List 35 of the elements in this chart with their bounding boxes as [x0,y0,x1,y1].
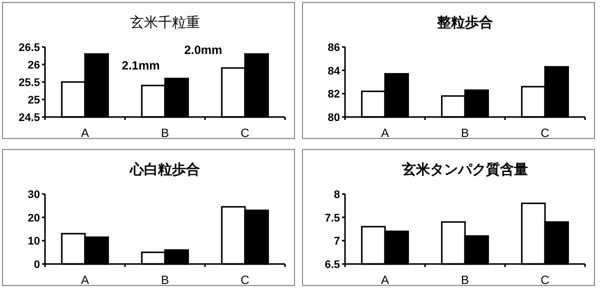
y-tick-label: 84 [328,65,341,78]
x-tick-label: B [160,273,170,287]
x-tick-label: C [240,126,250,140]
x-tick-label: B [460,126,470,140]
y-tick-label: 6.5 [324,259,340,271]
y-tick-label: 8 [334,189,340,201]
x-tick-label: B [160,126,170,140]
chart-title: 整粒歩合 [436,14,493,30]
y-tick-label: 82 [328,88,340,101]
y-tick-label: 0 [34,259,40,271]
y-tick-label: 10 [28,236,40,248]
chart-title: 玄米タンパク質含量 [401,161,528,177]
y-tick-label: 20 [28,212,40,224]
x-tick-label: A [80,126,90,140]
chart-title: 心白粒歩合 [129,161,200,177]
y-tick-label: 26.5 [18,42,40,54]
x-tick-label: A [380,126,390,140]
y-tick-label: 7 [334,236,340,248]
x-tick-label: A [80,273,90,287]
y-tick-label: 25.5 [18,77,40,89]
x-tick-label: A [380,273,390,287]
x-tick-label: C [240,273,250,287]
chart-title: 玄米千粒重 [130,14,200,30]
x-tick-label: C [540,126,550,140]
x-tick-label: C [540,273,550,287]
annotation: 2.1mm [122,58,160,72]
annotation: 2.0mm [184,43,222,57]
y-tick-label: 26 [28,60,40,72]
y-tick-label: 24.5 [18,112,40,124]
x-tick-label: B [460,273,470,287]
y-tick-label: 86 [328,42,340,54]
y-tick-label: 25 [28,94,40,106]
y-tick-label: 7.5 [324,212,340,224]
y-tick-label: 30 [28,189,40,201]
y-tick-label: 80 [328,112,340,124]
